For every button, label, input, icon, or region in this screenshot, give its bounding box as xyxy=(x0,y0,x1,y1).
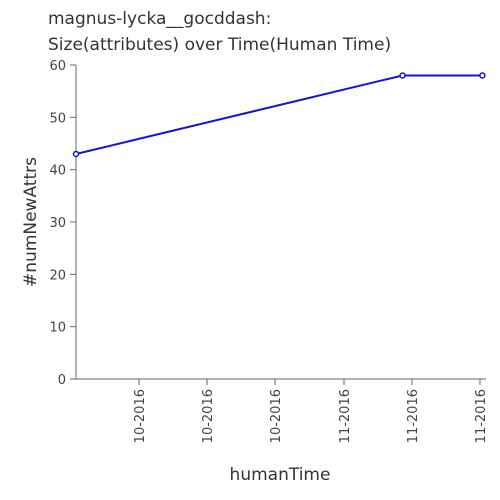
y-tick-label: 40 xyxy=(49,164,66,179)
y-tick-label: 30 xyxy=(49,216,66,231)
chart-title-line-1: magnus-lycka__gocddash: xyxy=(48,9,271,29)
y-tick-label: 60 xyxy=(49,59,66,74)
y-tick-label: 20 xyxy=(49,268,66,283)
x-axis: 10-2016 10-2016 10-2016 11-2016 11-2016 11-20… xyxy=(76,378,489,443)
chart-title-line-2: Size(attributes) over Time(Human Time) xyxy=(48,35,391,55)
x-tick-label: 11-2016 xyxy=(406,389,421,443)
series-line xyxy=(75,74,483,155)
data-point xyxy=(479,72,486,79)
x-tick-label: 10-2016 xyxy=(269,389,284,443)
y-axis-title: #numNewAttrs xyxy=(21,157,41,287)
y-tick-label: 0 xyxy=(58,373,66,388)
x-tick-label: 11-2016 xyxy=(474,389,489,443)
x-axis-title: humanTime xyxy=(230,465,331,485)
x-tick-label: 11-2016 xyxy=(338,389,353,443)
x-tick-label: 10-2016 xyxy=(133,389,148,443)
data-point xyxy=(399,72,406,79)
plot-area xyxy=(72,72,486,158)
y-tick-label: 50 xyxy=(49,111,66,126)
data-point xyxy=(72,150,80,158)
y-axis: 0 10 20 30 40 50 60 xyxy=(49,59,77,388)
y-tick-label: 10 xyxy=(49,321,66,336)
x-tick-label: 10-2016 xyxy=(201,389,216,443)
